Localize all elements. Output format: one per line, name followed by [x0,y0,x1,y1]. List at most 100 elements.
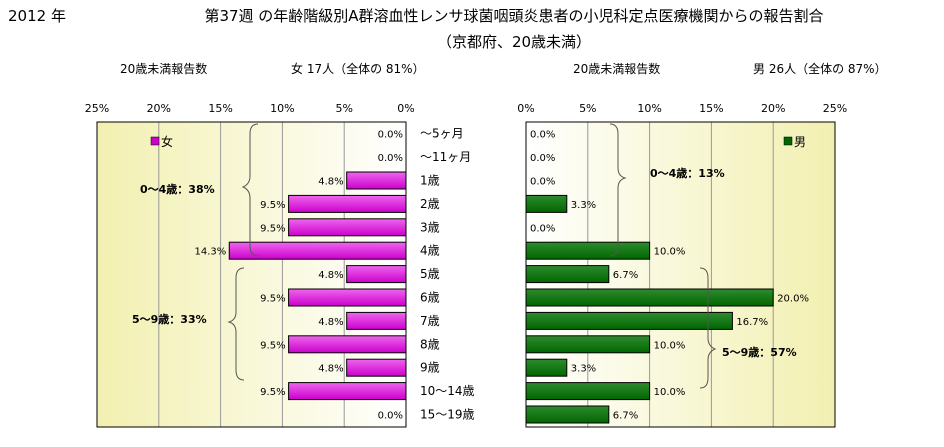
category-label: 6歳 [420,291,440,305]
male-caption-right: 男 26人（全体の 87%） [753,61,887,76]
age-category-labels: ～5ヶ月 ～11ヶ月 1歳 2歳 3歳 4歳 5歳 6歳 7歳 8歳 9歳 10～14歳 15～19歳 [420,127,475,422]
female-data-label: 0.0% [378,153,403,164]
female-data-label: 9.5% [260,223,285,234]
male-bar [525,405,610,424]
male-bar [525,335,651,354]
female-tick-label: 15% [208,102,232,115]
male-bar [525,265,610,284]
category-label: 9歳 [420,361,440,375]
male-data-label: 6.7% [613,411,638,422]
category-label: 8歳 [420,337,440,351]
male-bar [525,311,733,330]
chart-subtitle: （京都府、20歳未満） [437,33,591,51]
female-tick-label: 25% [85,102,109,115]
male-data-label: 10.0% [654,340,686,351]
female-bar [288,288,407,307]
female-tick-label: 0% [397,102,414,115]
male-bar [525,241,651,260]
female-data-label: 4.8% [318,317,343,328]
female-gridlines [158,122,345,427]
male-data-label: 16.7% [736,317,768,328]
male-legend-label: 男 [794,135,806,149]
female-tick-label: 10% [270,102,294,115]
male-legend-swatch [783,136,793,146]
female-brace-5-9 [227,267,245,381]
male-data-label: 10.0% [654,247,686,258]
female-tick-label: 20% [147,102,171,115]
male-data-label: 0.0% [530,130,555,141]
category-label: 10～14歳 [420,384,475,398]
male-tick-label: 0% [517,102,534,115]
male-data-label: 0.0% [530,223,555,234]
chart-title: 第37週 の年齢階級別A群溶血性レンサ球菌咽頭炎患者の小児科定点医療機関からの報… [204,7,823,25]
male-tick-label: 15% [699,102,723,115]
male-bar [525,194,568,213]
category-label: ～5ヶ月 [420,127,464,141]
female-annotation-0-4: 0～4歳：38% [140,182,215,196]
female-bar [346,311,407,330]
category-label: 3歳 [420,220,440,234]
category-label: 1歳 [420,174,440,188]
male-data-label: 3.3% [571,200,596,211]
male-data-labels: 0.0% 0.0% 0.0% 3.3% 0.0% 10.0% 6.7% 20.0% 16.7% 1… [530,130,809,422]
male-tick-labels: 0% 5% 10% 15% 20% 25% [517,102,847,115]
male-tick-label: 10% [637,102,661,115]
female-bar [288,382,407,401]
female-bars [228,171,407,401]
male-annotation-0-4: 0～4歳：13% [650,166,725,180]
male-tick-label: 5% [579,102,596,115]
male-data-label: 3.3% [571,364,596,375]
female-bar [346,265,407,284]
female-tick-label: 5% [335,102,352,115]
female-data-label: 14.3% [194,247,226,258]
male-bars [525,194,774,424]
year-label: 2012 年 [8,7,66,25]
male-caption-left: 20歳未満報告数 [573,61,660,76]
female-data-label: 0.0% [378,411,403,422]
female-tick-labels: 25% 20% 15% 10% 5% 0% [85,102,415,115]
female-bar [346,171,407,190]
male-data-label: 10.0% [654,387,686,398]
female-data-label: 9.5% [260,294,285,305]
male-data-label: 20.0% [777,294,809,305]
female-annotation-5-9: 5～9歳：33% [132,312,207,326]
male-bar [525,382,651,401]
male-data-label: 0.0% [530,177,555,188]
female-caption-right: 女 17人（全体の 81%） [291,61,425,76]
female-bar [346,358,407,377]
male-bar [525,358,568,377]
category-label: 5歳 [420,267,440,281]
category-label: 4歳 [420,244,440,258]
female-caption-left: 20歳未満報告数 [120,61,207,76]
female-bar [228,241,407,260]
female-data-labels: 0.0% 0.0% 4.8% 9.5% 9.5% 14.3% 4.8% 9.5% 4.8% 9.5… [194,130,403,422]
male-data-label: 0.0% [530,153,555,164]
female-data-label: 9.5% [260,387,285,398]
male-brace-5-9 [699,267,717,389]
male-bar [525,288,774,307]
female-bar [288,335,407,354]
female-data-label: 4.8% [318,270,343,281]
female-data-label: 0.0% [378,130,403,141]
female-data-label: 4.8% [318,177,343,188]
category-label: 7歳 [420,314,440,328]
female-bar [288,194,407,213]
female-data-label: 9.5% [260,200,285,211]
female-brace-0-4 [241,123,259,257]
category-label: 15～19歳 [420,408,475,422]
male-brace-0-4 [609,123,627,257]
female-bar [288,218,407,237]
male-annotation-5-9: 5～9歳：57% [722,345,797,359]
male-tick-label: 20% [761,102,785,115]
female-data-label: 9.5% [260,340,285,351]
category-label: ～11ヶ月 [420,150,471,164]
female-legend-label: 女 [161,134,173,149]
male-data-label: 6.7% [613,270,638,281]
male-gridlines [587,122,774,427]
female-legend-swatch [150,136,160,146]
male-tick-label: 25% [823,102,847,115]
category-label: 2歳 [420,197,440,211]
female-data-label: 4.8% [318,364,343,375]
